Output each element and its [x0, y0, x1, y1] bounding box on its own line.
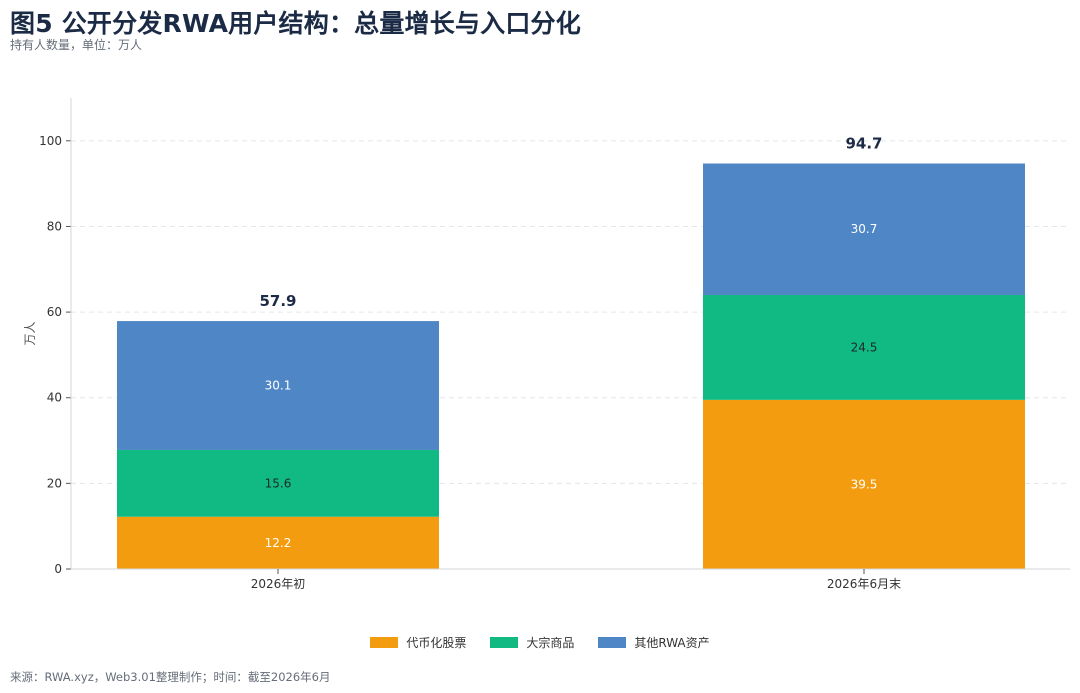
segment-value-label: 39.5 [851, 477, 878, 491]
x-tick-label: 2026年初 [251, 577, 306, 591]
bar-segment [117, 449, 439, 517]
y-tick-label: 20 [47, 476, 62, 490]
legend-swatch-commodities [490, 637, 519, 648]
y-tick-label: 0 [54, 562, 62, 576]
segment-value-label: 30.1 [265, 379, 292, 393]
legend-swatch-other-rwa [598, 637, 627, 648]
segment-value-label: 30.7 [851, 222, 878, 236]
bars [117, 163, 1025, 569]
segment-value-label: 15.6 [265, 476, 292, 490]
chart-subtitle: 持有人数量，单位：万人 [10, 38, 143, 52]
bar-segment [703, 294, 1025, 400]
y-tick-label: 80 [47, 219, 62, 233]
y-axis-label: 万人 [23, 321, 37, 345]
chart-title: 图5 公开分发RWA用户结构：总量增长与入口分化 [10, 9, 581, 38]
source-note: 来源：RWA.xyz，Web3.01整理制作；时间：截至2026年6月 [10, 670, 331, 684]
axes: 0 20 40 60 80 100 万人 2026年初 2026年6月末 [23, 98, 1070, 591]
bar-segment [703, 163, 1025, 295]
segment-value-label: 12.2 [265, 536, 292, 550]
labels: 12.2 15.6 30.1 57.9 39.5 24.5 30.7 94.7 [259, 135, 882, 550]
legend-item: 代币化股票 [370, 634, 466, 651]
legend-label: 代币化股票 [406, 636, 467, 650]
y-tick-label: 100 [39, 134, 62, 148]
segment-value-label: 24.5 [851, 340, 878, 354]
legend-item: 其他RWA资产 [598, 634, 710, 651]
legend-label: 其他RWA资产 [634, 636, 710, 650]
legend: 代币化股票 大宗商品 其他RWA资产 [0, 634, 1080, 651]
y-tick-label: 40 [47, 391, 62, 405]
x-tick-label: 2026年6月末 [827, 577, 901, 591]
bar-segment [117, 516, 439, 569]
bar-segment [117, 321, 439, 450]
legend-swatch-stocks [370, 637, 399, 648]
stacked-bar-chart: 0 20 40 60 80 100 万人 2026年初 2026年6月末 12.2 15.6 30.… [23, 98, 1070, 591]
total-value-label: 94.7 [845, 135, 882, 153]
legend-label: 大宗商品 [526, 636, 575, 650]
legend-item: 大宗商品 [490, 634, 574, 651]
bar-segment [703, 399, 1025, 569]
y-tick-label: 60 [47, 305, 62, 319]
total-value-label: 57.9 [259, 292, 296, 310]
